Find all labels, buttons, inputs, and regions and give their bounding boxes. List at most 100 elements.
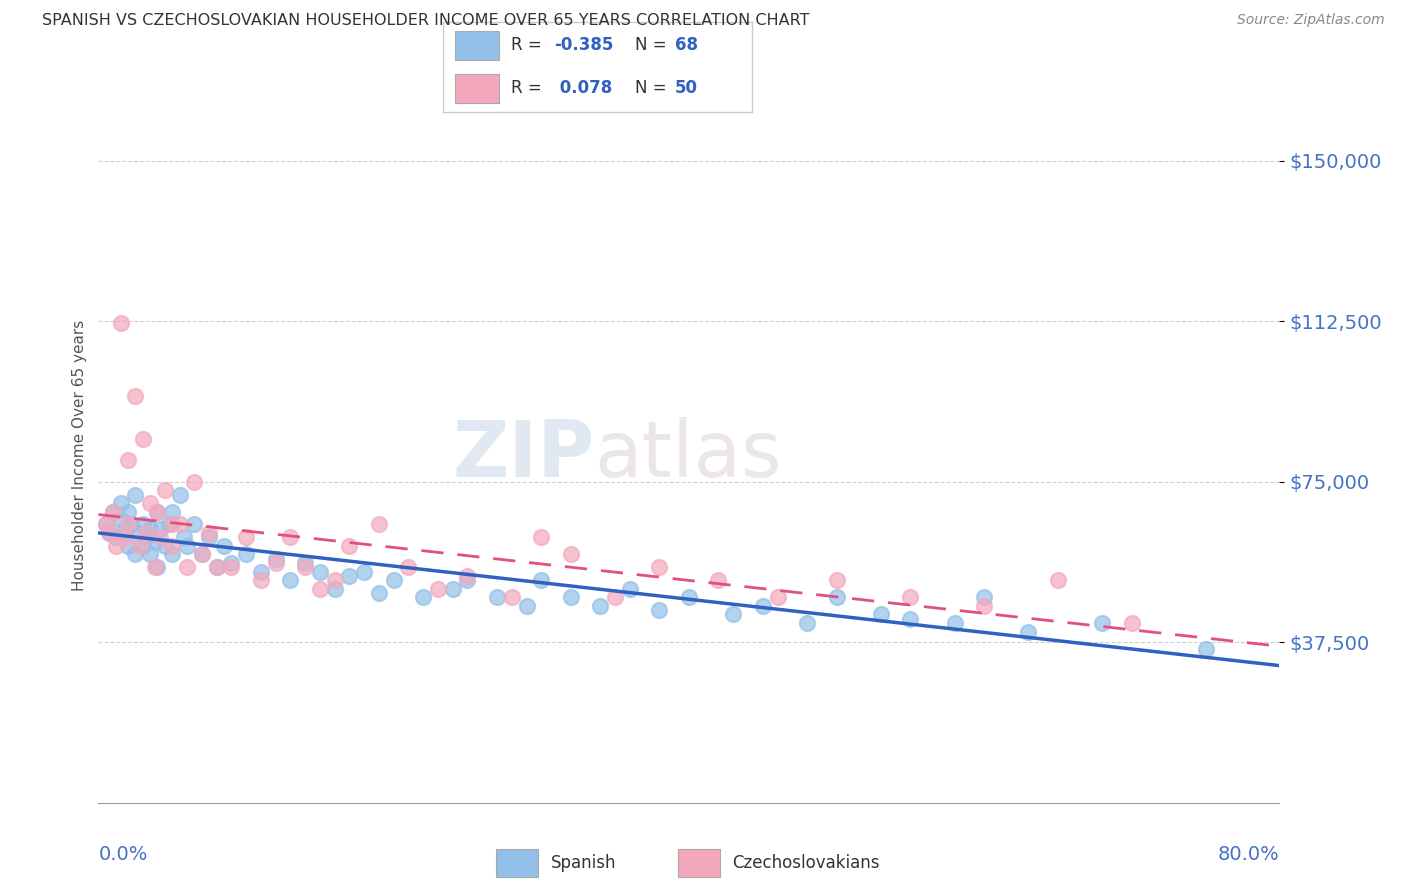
- Point: [1121, 615, 1143, 630]
- Point: [103, 505, 125, 519]
- Point: [124, 548, 146, 562]
- Point: [162, 505, 183, 519]
- Bar: [456, 31, 499, 60]
- Point: [94, 517, 117, 532]
- Point: [766, 591, 789, 605]
- Point: [323, 573, 346, 587]
- Point: [648, 560, 671, 574]
- Point: [114, 530, 136, 544]
- Point: [117, 517, 139, 532]
- Point: [198, 530, 221, 544]
- Point: [250, 573, 273, 587]
- Point: [1017, 624, 1039, 639]
- Point: [707, 573, 730, 587]
- Text: atlas: atlas: [595, 417, 782, 493]
- Point: [97, 526, 120, 541]
- Point: [153, 539, 176, 553]
- Text: 68: 68: [675, 37, 697, 54]
- Point: [309, 582, 332, 596]
- Point: [117, 453, 139, 467]
- Point: [183, 517, 205, 532]
- Point: [1046, 573, 1069, 587]
- Point: [323, 582, 346, 596]
- Point: [486, 591, 509, 605]
- Point: [162, 517, 183, 532]
- Point: [176, 560, 198, 574]
- Point: [441, 582, 464, 596]
- Bar: [496, 849, 538, 877]
- Point: [589, 599, 612, 613]
- Point: [132, 432, 155, 446]
- Bar: [456, 74, 499, 103]
- Point: [560, 548, 582, 562]
- Point: [162, 539, 183, 553]
- Point: [162, 548, 183, 562]
- Point: [427, 582, 450, 596]
- Point: [205, 560, 228, 574]
- Point: [105, 539, 128, 553]
- Point: [103, 505, 125, 519]
- Text: 0.078: 0.078: [554, 79, 613, 97]
- Point: [143, 560, 166, 574]
- Point: [900, 591, 922, 605]
- Point: [176, 539, 198, 553]
- Point: [205, 560, 228, 574]
- Point: [124, 487, 146, 501]
- Point: [219, 560, 242, 574]
- Point: [124, 389, 146, 403]
- Point: [515, 599, 537, 613]
- Point: [128, 526, 150, 541]
- Point: [235, 530, 257, 544]
- Text: -0.385: -0.385: [554, 37, 613, 54]
- Point: [456, 569, 478, 583]
- Y-axis label: Householder Income Over 65 years: Householder Income Over 65 years: [72, 319, 87, 591]
- Point: [110, 513, 132, 527]
- Point: [191, 548, 214, 562]
- Point: [264, 551, 287, 566]
- Point: [412, 591, 434, 605]
- Point: [94, 517, 117, 532]
- Point: [869, 607, 891, 622]
- Point: [560, 591, 582, 605]
- Point: [294, 556, 316, 570]
- Point: [191, 548, 214, 562]
- Point: [678, 591, 700, 605]
- Point: [721, 607, 744, 622]
- Point: [117, 539, 139, 553]
- Text: 50: 50: [675, 79, 697, 97]
- Text: Spanish: Spanish: [551, 854, 617, 872]
- Point: [278, 573, 302, 587]
- Point: [139, 548, 162, 562]
- Text: N =: N =: [634, 37, 672, 54]
- Point: [337, 569, 360, 583]
- Point: [132, 539, 155, 553]
- Point: [169, 487, 191, 501]
- Point: [294, 560, 316, 574]
- Text: SPANISH VS CZECHOSLOVAKIAN HOUSEHOLDER INCOME OVER 65 YEARS CORRELATION CHART: SPANISH VS CZECHOSLOVAKIAN HOUSEHOLDER I…: [42, 13, 810, 29]
- Point: [619, 582, 641, 596]
- Point: [605, 591, 627, 605]
- Point: [128, 539, 150, 553]
- Point: [796, 615, 818, 630]
- Point: [751, 599, 773, 613]
- Point: [825, 591, 848, 605]
- Point: [183, 475, 205, 489]
- Point: [973, 599, 995, 613]
- Point: [157, 517, 180, 532]
- Point: [501, 591, 523, 605]
- Point: [149, 522, 172, 536]
- Text: Source: ZipAtlas.com: Source: ZipAtlas.com: [1237, 13, 1385, 28]
- Point: [98, 526, 121, 541]
- Point: [105, 530, 128, 544]
- Point: [250, 565, 273, 579]
- Text: Czechoslovakians: Czechoslovakians: [733, 854, 880, 872]
- Point: [135, 526, 157, 541]
- Point: [368, 586, 391, 600]
- Point: [530, 530, 553, 544]
- Point: [973, 591, 995, 605]
- Point: [1195, 641, 1218, 656]
- Point: [648, 603, 671, 617]
- Point: [146, 505, 169, 519]
- Point: [110, 496, 132, 510]
- Text: 0.0%: 0.0%: [98, 845, 148, 863]
